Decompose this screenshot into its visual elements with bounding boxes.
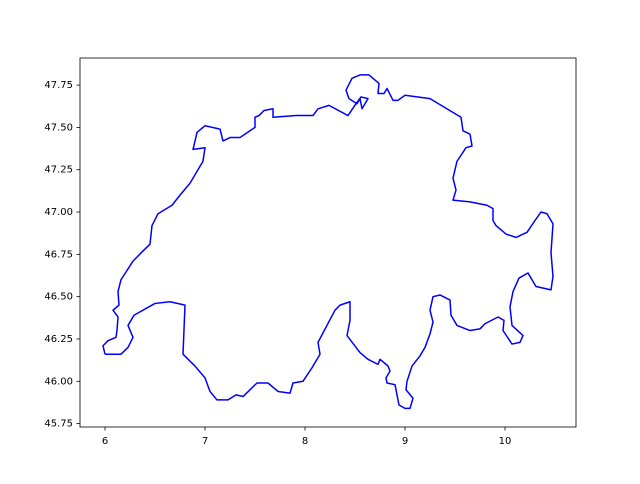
y-tick-label: 46.25 — [44, 334, 73, 345]
x-tick-label: 9 — [402, 436, 408, 447]
y-tick-label: 47.00 — [44, 207, 73, 218]
y-tick-label: 46.50 — [44, 292, 73, 303]
y-tick-label: 47.75 — [44, 80, 73, 91]
x-tick-label: 10 — [499, 436, 512, 447]
y-tick-label: 46.75 — [44, 249, 73, 260]
x-tick-label: 7 — [202, 436, 208, 447]
x-tick-label: 8 — [302, 436, 308, 447]
axes-frame — [79, 57, 577, 428]
x-tick-label: 6 — [102, 436, 108, 447]
y-tick-label: 45.75 — [44, 419, 73, 430]
y-tick-label: 47.50 — [44, 122, 73, 133]
y-tick-label: 47.25 — [44, 165, 73, 176]
outline-line — [102, 74, 554, 410]
y-tick-label: 46.00 — [44, 376, 73, 387]
